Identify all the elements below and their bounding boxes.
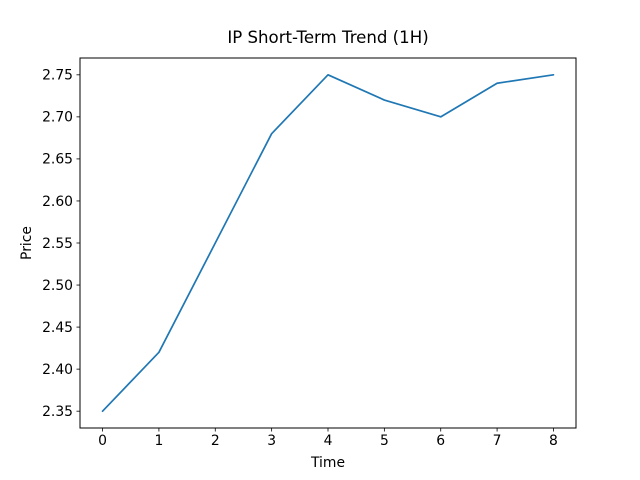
y-tick-label: 2.75 [42,68,73,84]
x-tick-label: 4 [324,433,333,449]
y-tick-label: 2.40 [42,362,73,378]
plot-area: 0 1 2 3 4 5 6 7 8 2.35 2.40 2.45 2.50 2.55 2.60 2.65 2.7… [42,57,577,449]
x-axis-label: Time [310,455,345,471]
y-tick-label: 2.70 [42,110,73,126]
y-tick-label: 2.65 [42,152,73,168]
x-tick-label: 6 [436,433,445,449]
y-tick-label: 2.50 [42,278,73,294]
y-tick-label: 2.55 [42,236,73,252]
x-tick-label: 0 [98,433,107,449]
chart-title: IP Short-Term Trend (1H) [227,28,428,47]
trend-line [101,73,555,413]
x-tick-label: 5 [380,433,389,449]
y-tick-label: 2.60 [42,194,73,210]
x-tick-label: 7 [493,433,502,449]
axes-frame [79,57,577,429]
y-axis-label: Price [19,226,35,260]
y-tick-label: 2.35 [42,404,73,420]
x-tick-label: 2 [211,433,220,449]
x-tick-label: 8 [549,433,558,449]
x-tick-label: 3 [267,433,276,449]
y-tick-label: 2.45 [42,320,73,336]
x-tick-label: 1 [154,433,163,449]
